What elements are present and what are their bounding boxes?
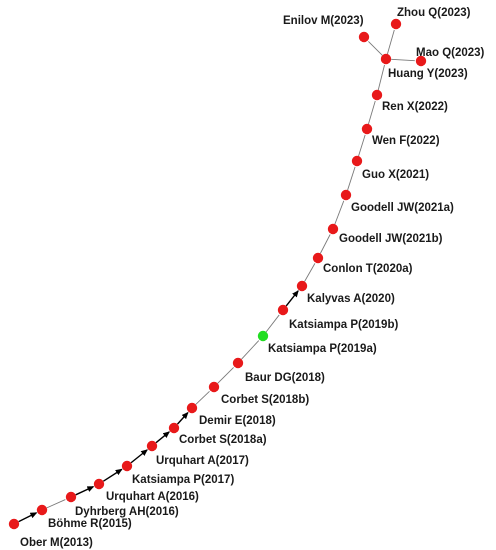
node-label-enilov2023: Enilov M(2023) — [283, 15, 364, 27]
edge-huang2023-enilov2023 — [368, 41, 383, 56]
node-corbet2018b[interactable] — [208, 381, 220, 393]
node-label-ober2013: Ober M(2013) — [20, 537, 93, 549]
node-label-katsiampa2017: Katsiampa P(2017) — [132, 474, 234, 486]
node-baur2018[interactable] — [232, 357, 244, 369]
node-huang2023[interactable] — [380, 53, 392, 65]
labels-layer: Ober M(2013) Böhme R(2015)Dyhrberg AH(201… — [20, 7, 485, 549]
node-label-ren2022: Ren X(2022) — [382, 101, 448, 113]
edge-ren2022-huang2023 — [377, 64, 385, 91]
node-label-guo2021: Guo X(2021) — [362, 169, 429, 181]
node-ren2022[interactable] — [371, 89, 383, 101]
node-urquhart2016[interactable] — [93, 478, 105, 490]
node-label-bohme2015: Böhme R(2015) — [48, 518, 132, 530]
edge-goodell2021a-guo2021 — [347, 166, 356, 191]
node-label-conlon2020a: Conlon T(2020a) — [323, 263, 413, 275]
node-label-katsiampa2019a: Katsiampa P(2019a) — [268, 343, 377, 355]
node-corbet2018a[interactable] — [168, 422, 180, 434]
edge-corbet2018a-demir2018 — [176, 411, 189, 425]
node-katsiampa2019a[interactable] — [257, 330, 269, 342]
edge-corbet2018b-baur2018 — [217, 367, 234, 384]
node-label-urquhart2016: Urquhart A(2016) — [106, 491, 199, 503]
node-guo2021[interactable] — [351, 155, 363, 167]
edge-urquhart2017-corbet2018a — [155, 431, 170, 444]
node-kalyvas2020[interactable] — [296, 280, 308, 292]
node-label-katsiampa2019b: Katsiampa P(2019b) — [289, 319, 398, 331]
node-label-goodell2021a: Goodell JW(2021a) — [351, 202, 454, 214]
node-label-corbet2018b: Corbet S(2018b) — [221, 394, 309, 406]
node-urquhart2017[interactable] — [146, 440, 158, 452]
edge-bohme2015-dyhrberg2016 — [46, 499, 66, 509]
edge-goodell2021b-goodell2021a — [334, 200, 345, 225]
node-conlon2020a[interactable] — [312, 252, 324, 264]
node-wen2022[interactable] — [361, 123, 373, 135]
edge-katsiampa2019b-kalyvas2020 — [285, 290, 299, 307]
edge-urquhart2016-katsiampa2017 — [102, 468, 123, 482]
node-label-dyhrberg2016: Dyhrberg AH(2016) — [75, 506, 179, 518]
node-katsiampa2017[interactable] — [121, 460, 133, 472]
node-zhou2023[interactable] — [390, 18, 402, 30]
edge-huang2023-zhou2023 — [386, 29, 395, 55]
nodes-layer — [8, 18, 427, 530]
node-mao2023[interactable] — [415, 55, 427, 67]
node-label-huang2023: Huang Y(2023) — [388, 68, 468, 80]
node-bohme2015[interactable] — [36, 504, 48, 516]
edges-layer — [18, 29, 415, 523]
edge-baur2018-katsiampa2019a — [241, 340, 260, 360]
edge-demir2018-corbet2018b — [195, 390, 210, 405]
node-label-wen2022: Wen F(2022) — [372, 135, 440, 147]
edge-huang2023-mao2023 — [391, 58, 415, 62]
node-label-zhou2023: Zhou Q(2023) — [397, 7, 471, 19]
edge-guo2021-wen2022 — [358, 134, 366, 157]
edge-ober2013-bohme2015 — [18, 512, 38, 523]
node-katsiampa2019b[interactable] — [277, 304, 289, 316]
node-dyhrberg2016[interactable] — [65, 491, 77, 503]
edge-conlon2020a-goodell2021b — [319, 234, 331, 254]
edge-katsiampa2019a-katsiampa2019b — [265, 314, 280, 333]
node-enilov2023[interactable] — [358, 31, 370, 43]
node-label-goodell2021b: Goodell JW(2021b) — [339, 233, 443, 245]
edge-katsiampa2017-urquhart2017 — [130, 449, 148, 464]
edge-wen2022-ren2022 — [368, 100, 376, 125]
node-label-baur2018: Baur DG(2018) — [245, 372, 325, 384]
node-label-kalyvas2020: Kalyvas A(2020) — [307, 293, 395, 305]
node-label-mao2023: Mao Q(2023) — [416, 47, 485, 59]
node-label-demir2018: Demir E(2018) — [199, 415, 276, 427]
node-label-urquhart2017: Urquhart A(2017) — [156, 455, 249, 467]
node-goodell2021b[interactable] — [327, 223, 339, 235]
node-goodell2021a[interactable] — [340, 189, 352, 201]
node-demir2018[interactable] — [186, 402, 198, 414]
edge-kalyvas2020-conlon2020a — [304, 263, 316, 282]
node-label-corbet2018a: Corbet S(2018a) — [179, 434, 267, 446]
edge-dyhrberg2016-urquhart2016 — [75, 485, 95, 496]
node-ober2013[interactable] — [8, 518, 20, 530]
